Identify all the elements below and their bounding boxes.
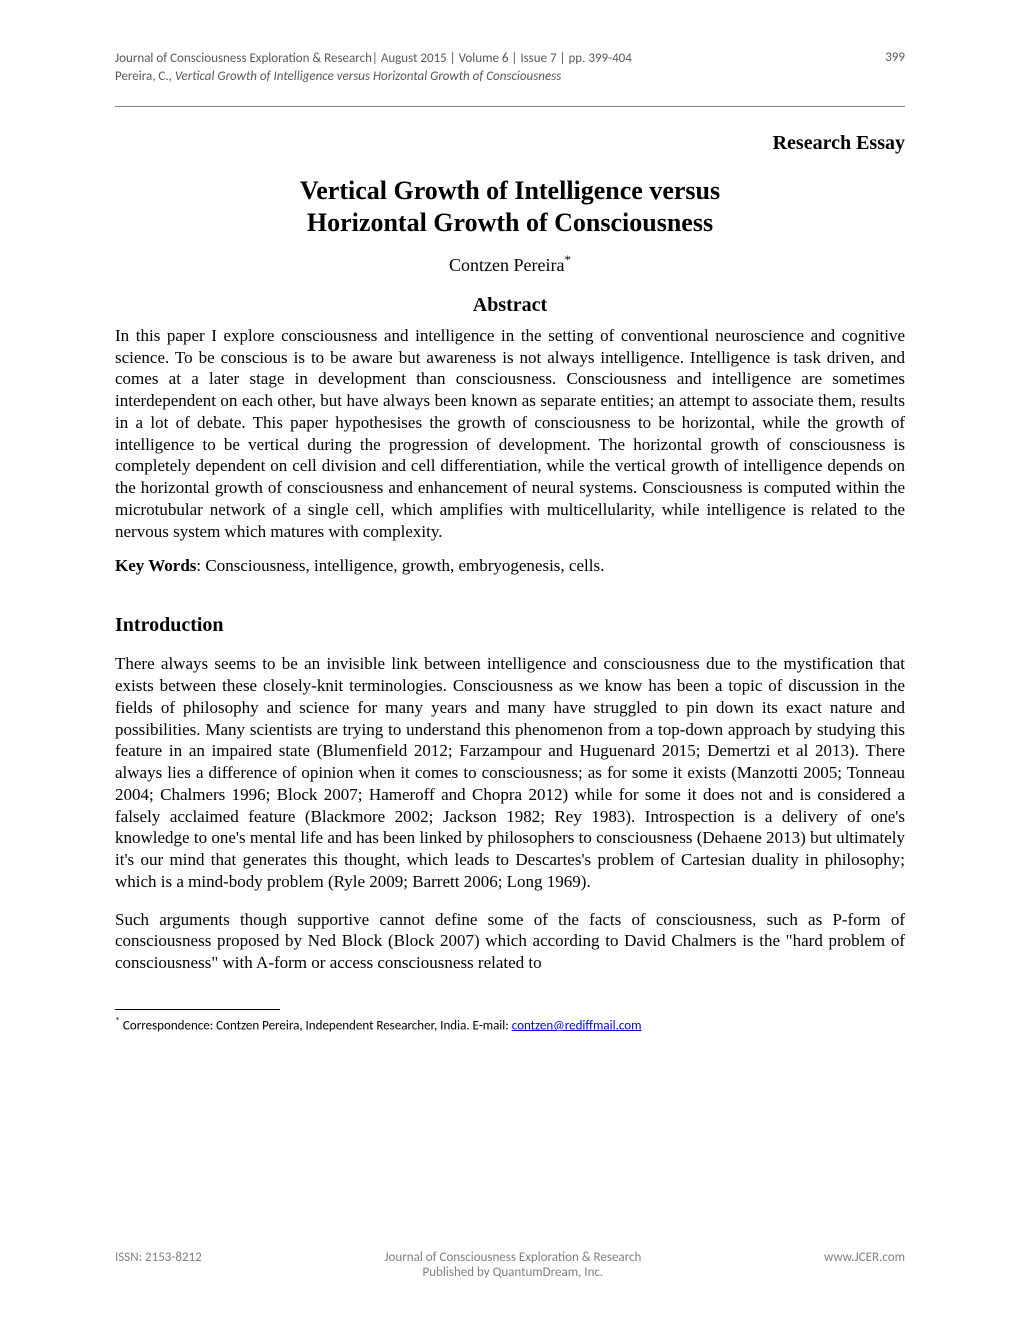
keywords-label: Key Words <box>115 556 196 575</box>
essay-type: Research Essay <box>115 132 905 155</box>
title-line1: Vertical Growth of Intelligence versus <box>300 176 720 205</box>
citation-title: Vertical Growth of Intelligence versus H… <box>175 69 561 84</box>
paper-title: Vertical Growth of Intelligence versus H… <box>115 175 905 237</box>
keywords-text: : Consciousness, intelligence, growth, e… <box>196 556 604 575</box>
footnote: * Correspondence: Contzen Pereira, Indep… <box>115 1014 905 1035</box>
header-divider <box>115 106 905 107</box>
footer-center: Journal of Consciousness Exploration & R… <box>202 1250 824 1280</box>
page-number: 399 <box>885 50 905 65</box>
footnote-text: Correspondence: Contzen Pereira, Indepen… <box>120 1018 512 1033</box>
title-line2: Horizontal Growth of Consciousness <box>307 208 713 237</box>
page-header: Journal of Consciousness Exploration & R… <box>115 50 905 86</box>
footer-website: www.JCER.com <box>824 1250 905 1280</box>
footer-journal: Journal of Consciousness Exploration & R… <box>384 1250 641 1265</box>
journal-info: Journal of Consciousness Exploration & R… <box>115 50 905 68</box>
introduction-heading: Introduction <box>115 614 905 637</box>
author-text: Contzen Pereira <box>449 255 564 275</box>
intro-paragraph-2: Such arguments though supportive cannot … <box>115 909 905 974</box>
keywords: Key Words: Consciousness, intelligence, … <box>115 556 905 576</box>
abstract-text: In this paper I explore consciousness an… <box>115 325 905 543</box>
author-marker: * <box>564 252 571 267</box>
abstract-heading: Abstract <box>115 294 905 317</box>
citation-author: Pereira, C., <box>115 69 175 84</box>
intro-paragraph-1: There always seems to be an invisible li… <box>115 653 905 892</box>
footer-issn: ISSN: 2153-8212 <box>115 1250 202 1280</box>
footer-publisher: Published by QuantumDream, Inc. <box>423 1265 604 1280</box>
author-name: Contzen Pereira* <box>115 252 905 276</box>
footnote-email[interactable]: contzen@rediffmail.com <box>512 1018 642 1033</box>
citation-line: Pereira, C., Vertical Growth of Intellig… <box>115 68 905 86</box>
footnote-divider <box>115 1009 280 1010</box>
page-footer: ISSN: 2153-8212 Journal of Consciousness… <box>115 1250 905 1280</box>
